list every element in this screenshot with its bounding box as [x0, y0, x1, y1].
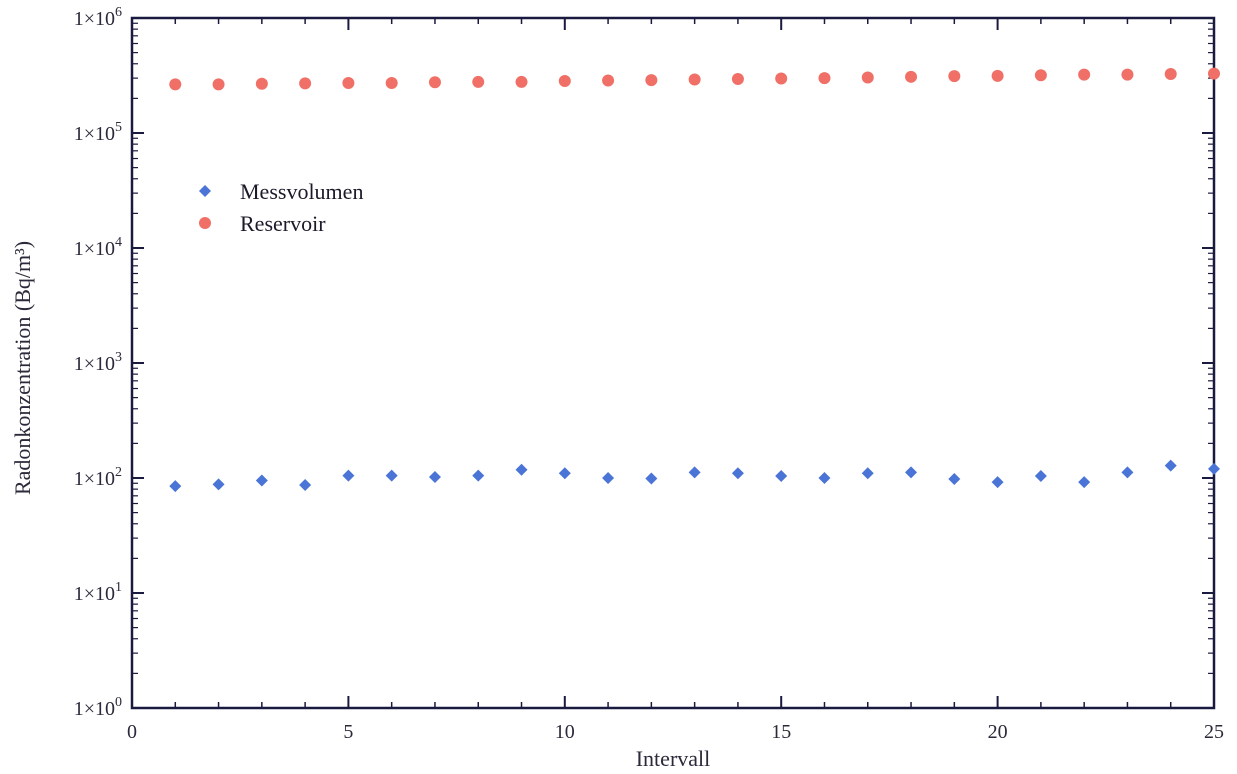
legend: Messvolumen Reservoir — [199, 179, 363, 236]
point-reservoir — [342, 77, 355, 90]
legend-label-reservoir: Reservoir — [240, 211, 326, 236]
x-tick-label: 25 — [1204, 721, 1224, 743]
point-reservoir — [385, 77, 398, 90]
y-tick-label: 1×105 — [74, 120, 122, 145]
y-tick-label: 1×102 — [74, 465, 122, 490]
legend-label-messvolumen: Messvolumen — [240, 179, 363, 204]
y-tick-label: 1×103 — [74, 350, 122, 375]
point-reservoir — [515, 75, 528, 88]
point-messvolumen — [991, 476, 1004, 489]
y-tick-label: 1×106 — [74, 5, 122, 30]
x-tick-label: 0 — [127, 721, 137, 743]
legend-marker-reservoir — [199, 217, 211, 229]
point-messvolumen — [645, 472, 658, 485]
point-reservoir — [428, 76, 441, 89]
point-reservoir — [558, 75, 571, 88]
point-reservoir — [169, 78, 182, 91]
point-messvolumen — [1034, 470, 1047, 483]
point-reservoir — [905, 70, 918, 83]
x-tick-label: 10 — [555, 721, 575, 743]
point-messvolumen — [169, 480, 182, 493]
y-tick-label: 1×101 — [74, 580, 122, 605]
x-axis-title: Intervall — [636, 746, 711, 771]
point-messvolumen — [775, 470, 788, 483]
point-messvolumen — [472, 469, 485, 482]
point-messvolumen — [1078, 476, 1091, 489]
point-reservoir — [1121, 68, 1134, 81]
y-tick-label: 1×104 — [74, 235, 122, 260]
y-axis-ticks: 1×100 1×101 1×102 1×103 1×104 1×105 1×106 — [74, 5, 1214, 720]
point-reservoir — [1034, 69, 1047, 82]
point-reservoir — [472, 75, 485, 88]
point-reservoir — [255, 77, 268, 90]
point-reservoir — [948, 70, 961, 83]
x-tick-label: 5 — [343, 721, 353, 743]
x-axis-ticks: 0 5 10 15 20 25 — [127, 18, 1224, 743]
point-messvolumen — [948, 473, 961, 486]
point-messvolumen — [602, 472, 615, 484]
point-reservoir — [299, 77, 312, 90]
point-messvolumen — [1121, 466, 1134, 479]
point-messvolumen — [731, 467, 744, 480]
point-reservoir — [1078, 68, 1091, 81]
point-messvolumen — [342, 469, 355, 482]
point-messvolumen — [299, 478, 312, 491]
x-tick-label: 15 — [771, 721, 791, 743]
point-reservoir — [645, 74, 658, 87]
point-messvolumen — [861, 467, 874, 480]
point-messvolumen — [905, 466, 918, 479]
point-messvolumen — [688, 466, 701, 479]
y-tick-label: 1×100 — [74, 695, 122, 720]
point-reservoir — [991, 69, 1004, 82]
data-points — [169, 67, 1220, 493]
y-minor-ticks — [132, 22, 1214, 674]
point-messvolumen — [255, 474, 268, 487]
point-reservoir — [212, 78, 225, 91]
point-reservoir — [861, 71, 874, 84]
point-messvolumen — [818, 472, 831, 484]
point-reservoir — [688, 73, 701, 86]
series-reservoir — [169, 67, 1220, 91]
series-messvolumen — [169, 459, 1220, 493]
point-messvolumen — [212, 478, 225, 491]
point-reservoir — [1208, 67, 1220, 80]
point-reservoir — [818, 72, 831, 85]
point-messvolumen — [1208, 462, 1220, 475]
x-tick-label: 20 — [988, 721, 1008, 743]
point-reservoir — [775, 72, 788, 85]
point-reservoir — [1164, 67, 1177, 80]
point-messvolumen — [558, 467, 571, 480]
point-messvolumen — [1164, 459, 1177, 472]
point-messvolumen — [385, 469, 398, 482]
legend-marker-messvolumen — [199, 185, 211, 197]
point-reservoir — [602, 74, 615, 87]
point-messvolumen — [515, 463, 528, 476]
y-axis-title: Radonkonzentration (Bq/m³) — [10, 241, 35, 495]
plot-frame — [130, 16, 1216, 710]
point-messvolumen — [428, 471, 441, 484]
point-reservoir — [731, 72, 744, 85]
